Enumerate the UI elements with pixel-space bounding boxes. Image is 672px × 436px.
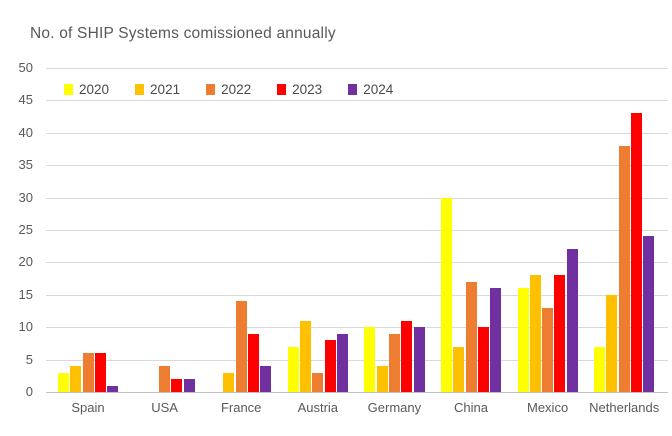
- legend-label-2021: 2021: [150, 82, 181, 97]
- x-tick-label-spain: Spain: [71, 400, 105, 415]
- gridline-35: [46, 165, 668, 167]
- gridline-50: [46, 68, 668, 69]
- gridline-20: [46, 262, 668, 264]
- bar-2023-germany: [401, 320, 413, 392]
- x-tick-label-netherlands: Netherlands: [589, 400, 660, 415]
- gridline-45: [46, 100, 668, 102]
- y-tick-label-15: 15: [18, 286, 33, 302]
- bar-2022-germany: [388, 333, 400, 392]
- bar-2021-mexico: [529, 275, 541, 392]
- bar-2021-china: [453, 346, 465, 392]
- bar-2020-mexico: [517, 288, 529, 392]
- gridline-15: [46, 294, 668, 296]
- bar-2023-mexico: [554, 275, 566, 392]
- legend-swatch-2022: [206, 84, 216, 95]
- bar-2022-spain: [82, 353, 94, 392]
- bar-2023-austria: [324, 340, 336, 392]
- y-tick-label-25: 25: [18, 222, 33, 237]
- gridline-40: [46, 132, 668, 134]
- x-tick-label-usa: USA: [151, 400, 178, 415]
- bar-2022-mexico: [542, 307, 554, 392]
- bar-2022-netherlands: [618, 145, 630, 392]
- chart-title: No. of SHIP Systems comissioned annually: [30, 25, 336, 42]
- bar-2024-netherlands: [643, 236, 655, 392]
- bar-2024-austria: [336, 333, 348, 392]
- bar-2023-spain: [94, 353, 106, 392]
- x-tick-label-germany: Germany: [367, 400, 422, 415]
- legend-label-2020: 2020: [79, 82, 110, 97]
- bar-2024-france: [260, 366, 272, 392]
- y-tick-label-50: 50: [18, 60, 33, 75]
- y-tick-label-0: 0: [25, 384, 33, 399]
- bar-2023-usa: [171, 379, 183, 392]
- bar-2023-netherlands: [631, 113, 642, 392]
- gridline-0: [46, 392, 668, 393]
- y-tick-label-40: 40: [18, 124, 33, 140]
- bar-2023-france: [248, 333, 259, 392]
- gridline-25: [46, 230, 668, 231]
- legend-label-2023: 2023: [292, 82, 323, 97]
- bar-2021-germany: [376, 366, 388, 392]
- legend: 2020 2021 2022 2023 2024: [64, 82, 419, 97]
- legend-swatch-2021: [135, 84, 145, 95]
- bar-2021-netherlands: [606, 294, 618, 392]
- bar-2020-germany: [364, 327, 376, 392]
- legend-swatch-2024: [348, 84, 358, 95]
- bar-2022-austria: [312, 372, 324, 392]
- bar-2022-usa: [159, 366, 171, 392]
- x-tick-label-mexico: Mexico: [527, 400, 569, 415]
- legend-item-2022: 2022: [206, 82, 251, 97]
- legend-item-2021: 2021: [135, 82, 180, 97]
- legend-swatch-2023: [277, 84, 287, 95]
- y-tick-label-35: 35: [18, 157, 33, 173]
- legend-item-2023: 2023: [277, 82, 322, 97]
- legend-swatch-2020: [64, 84, 73, 95]
- bar-2024-usa: [183, 379, 195, 392]
- y-tick-label-5: 5: [25, 351, 33, 367]
- bar-2022-france: [235, 301, 247, 392]
- legend-label-2022: 2022: [221, 82, 252, 97]
- y-tick-label-45: 45: [18, 92, 33, 108]
- gridline-30: [46, 197, 668, 199]
- y-tick-label-20: 20: [18, 254, 33, 270]
- bar-2020-china: [440, 197, 452, 392]
- x-tick-label-austria: Austria: [297, 400, 339, 415]
- bar-2021-spain: [70, 366, 82, 392]
- bar-2024-mexico: [566, 249, 578, 392]
- bar-2024-spain: [107, 385, 119, 392]
- bar-2023-china: [477, 327, 489, 392]
- bar-2020-spain: [57, 372, 69, 392]
- gridline-10: [46, 327, 668, 329]
- bar-2021-france: [223, 372, 235, 392]
- legend-label-2024: 2024: [363, 82, 394, 97]
- x-tick-label-china: China: [454, 400, 488, 415]
- bar-2020-austria: [287, 346, 299, 392]
- bar-2024-china: [490, 288, 502, 392]
- bar-2022-china: [465, 281, 477, 392]
- y-tick-label-10: 10: [18, 319, 33, 335]
- legend-item-2020: 2020: [64, 82, 109, 97]
- y-tick-label-30: 30: [18, 189, 33, 205]
- bar-2024-germany: [413, 327, 425, 392]
- bar-2021-austria: [300, 320, 311, 392]
- gridline-5: [46, 359, 668, 361]
- x-tick-label-france: France: [220, 400, 262, 415]
- legend-item-2024: 2024: [348, 82, 393, 97]
- bar-2020-netherlands: [594, 346, 606, 392]
